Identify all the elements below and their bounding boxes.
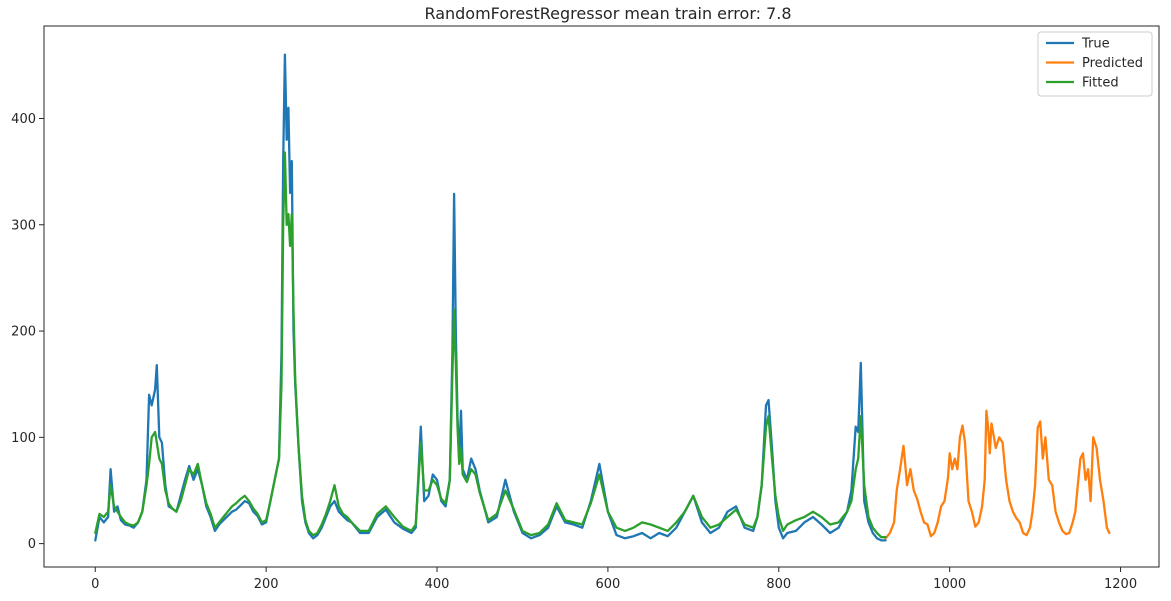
y-tick-label: 0 xyxy=(28,537,36,552)
y-tick-label: 200 xyxy=(11,325,36,340)
y-tick-label: 400 xyxy=(11,112,36,127)
x-tick-label: 1000 xyxy=(933,577,966,592)
x-tick-label: 1200 xyxy=(1104,577,1137,592)
legend: True Predicted Fitted xyxy=(1037,31,1153,97)
x-tick-label: 400 xyxy=(425,577,450,592)
y-axis: 0 100 200 300 400 xyxy=(11,112,44,552)
legend-label: Fitted xyxy=(1082,76,1119,91)
series-line-fitted xyxy=(94,151,887,539)
y-tick-label: 100 xyxy=(11,431,36,446)
x-tick-label: 200 xyxy=(254,577,279,592)
series-line-predicted xyxy=(884,409,1111,540)
legend-box xyxy=(1037,31,1153,97)
legend-label: True xyxy=(1081,37,1110,52)
x-tick-label: 600 xyxy=(595,577,620,592)
legend-label: Predicted xyxy=(1082,56,1143,71)
x-tick-label: 0 xyxy=(91,577,99,592)
chart-title: RandomForestRegressor mean train error: … xyxy=(424,4,791,23)
plot-area-frame xyxy=(43,25,1160,568)
x-tick-label: 800 xyxy=(766,577,791,592)
series-layer xyxy=(94,53,1111,542)
y-tick-label: 300 xyxy=(11,218,36,233)
x-axis: 0 200 400 600 800 1000 1200 xyxy=(91,567,1137,592)
